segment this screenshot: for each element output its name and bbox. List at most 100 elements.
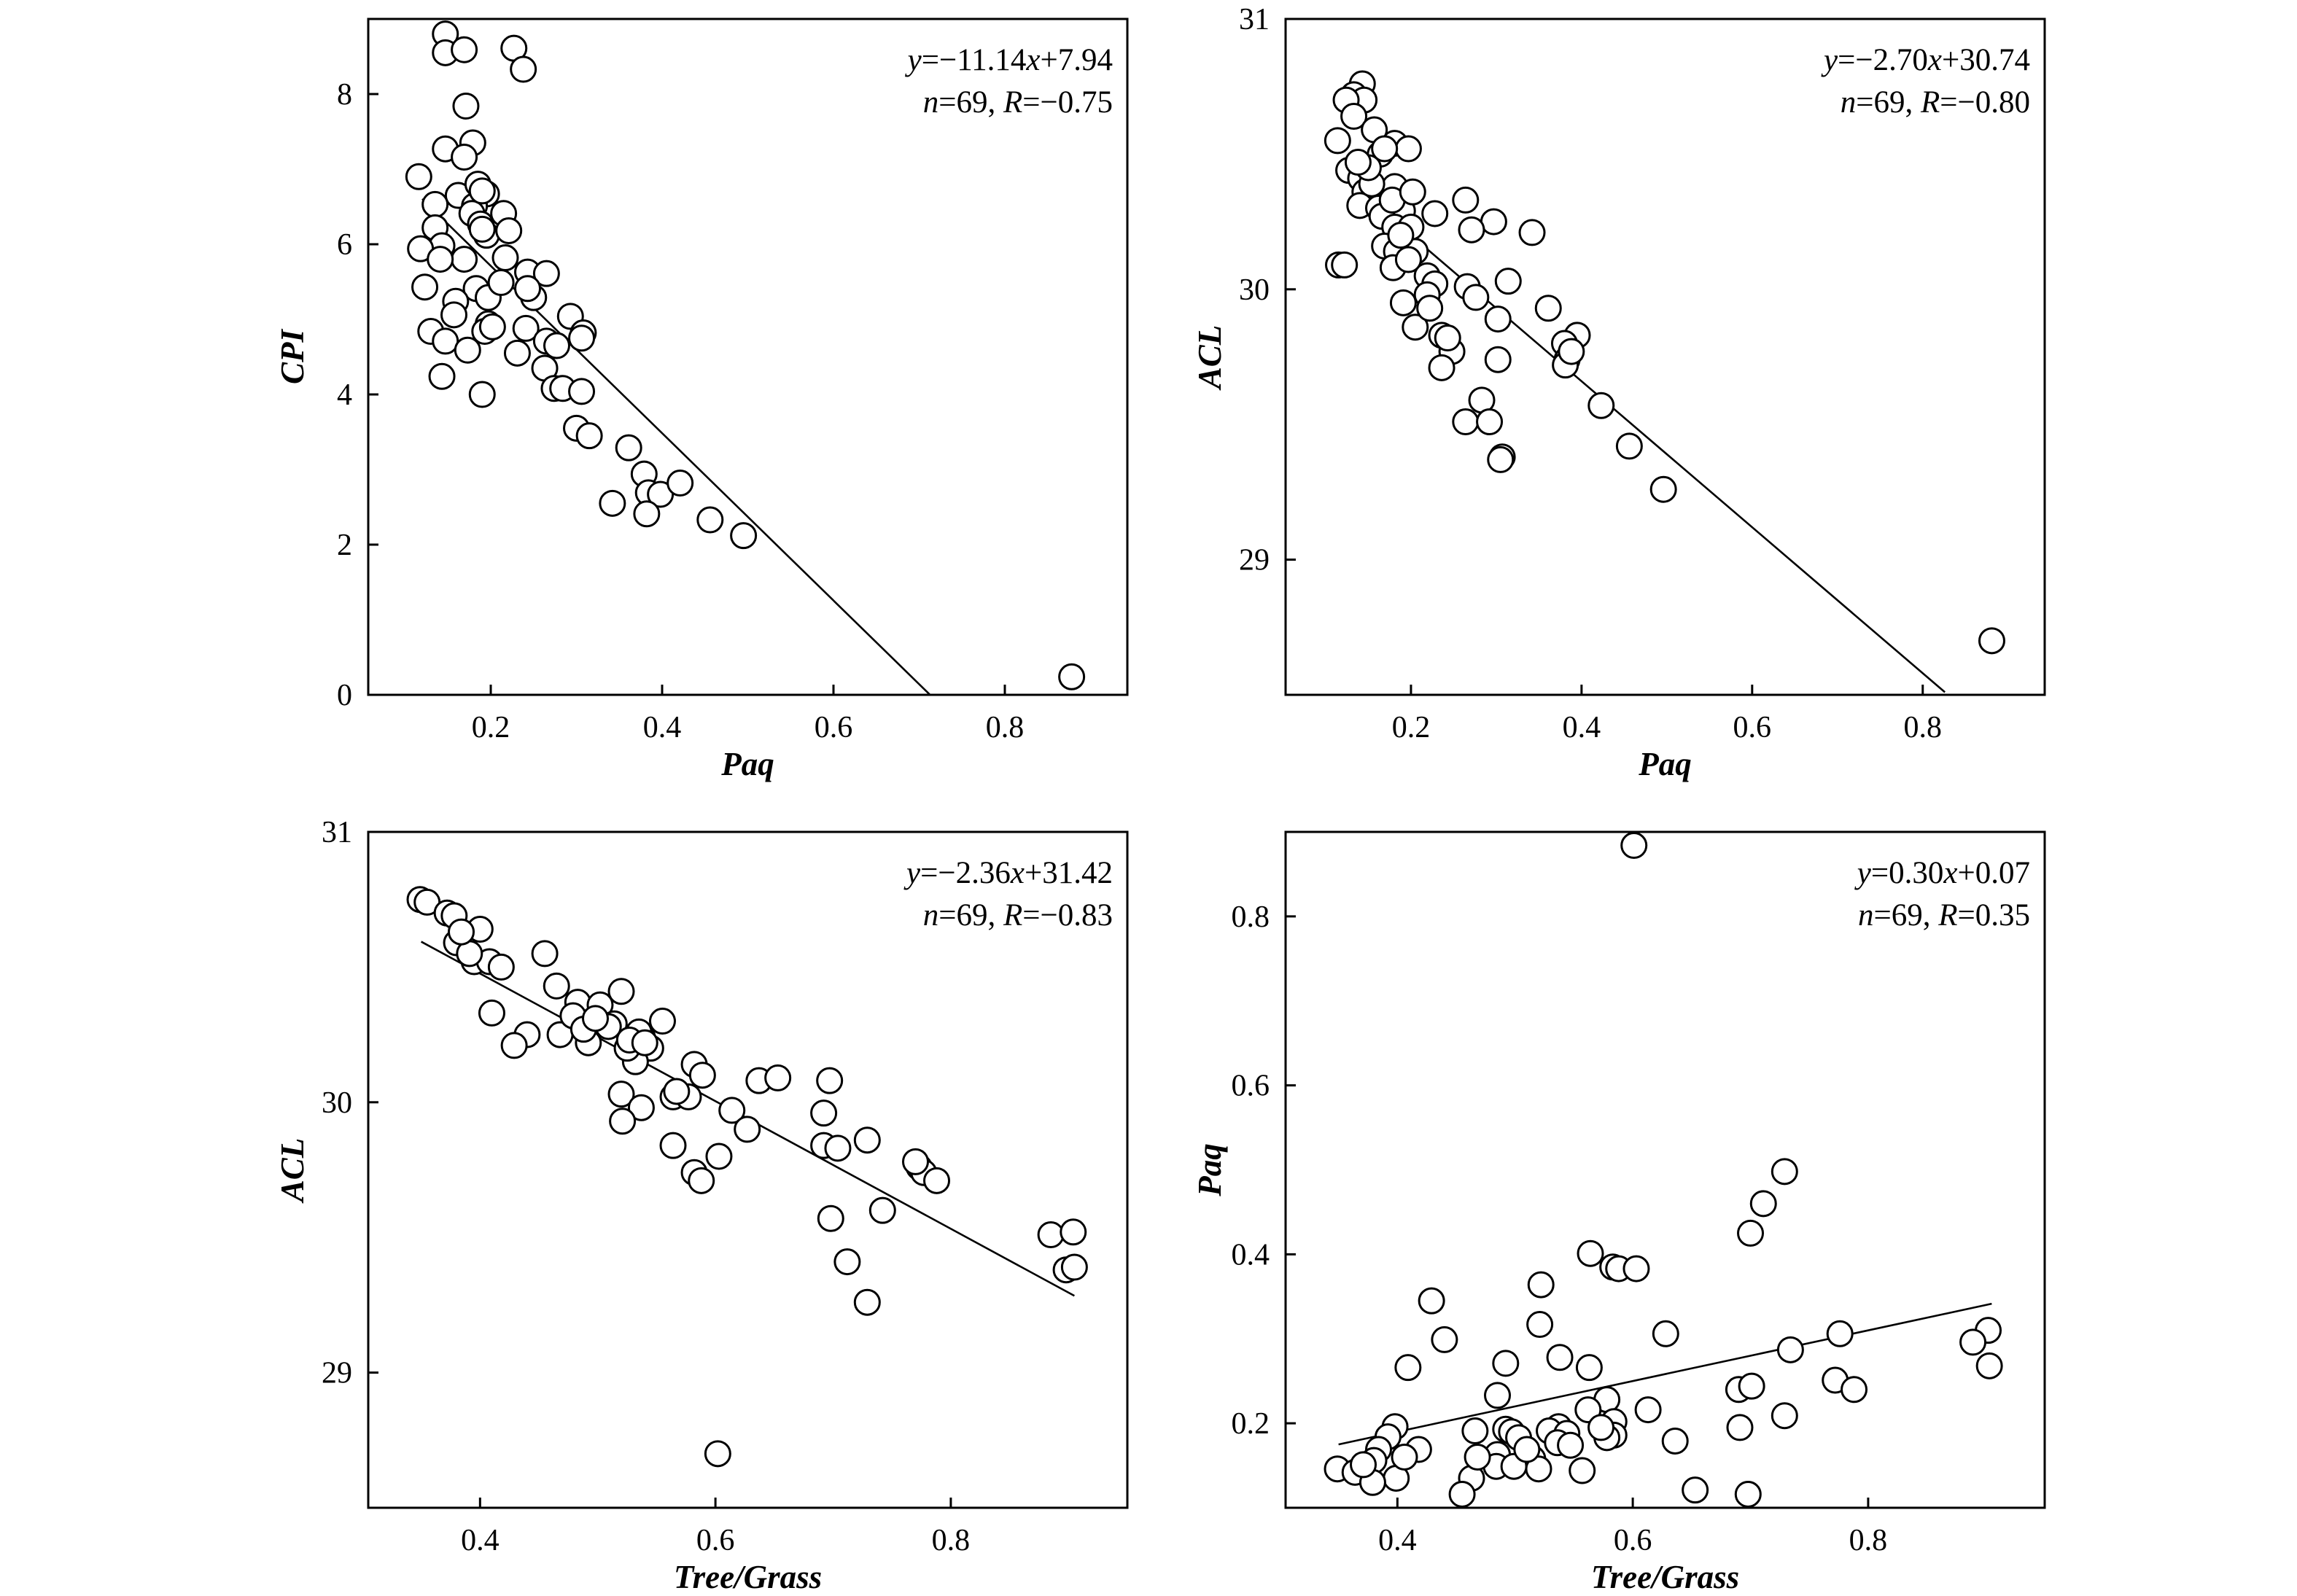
data-point xyxy=(1487,445,1515,473)
data-point xyxy=(810,1099,838,1127)
data-point xyxy=(1518,219,1546,246)
data-point xyxy=(1394,135,1422,163)
data-point xyxy=(468,177,496,205)
data-point xyxy=(663,1078,691,1105)
data-point xyxy=(704,1440,731,1468)
x-axis-label: Paq xyxy=(1638,746,1692,782)
data-point xyxy=(853,1288,881,1316)
x-tick-label: 0.6 xyxy=(1614,1524,1652,1557)
data-point xyxy=(1394,1354,1422,1382)
data-point xyxy=(1776,1336,1804,1363)
y-axis-label: Paq xyxy=(1192,1143,1228,1197)
data-point xyxy=(1492,1350,1520,1377)
x-tick-label: 0.4 xyxy=(643,711,682,744)
x-tick-label: 0.4 xyxy=(461,1524,500,1557)
data-point xyxy=(500,1032,528,1059)
data-point xyxy=(1575,1354,1603,1382)
data-point xyxy=(1399,178,1426,206)
data-point xyxy=(1340,102,1368,130)
data-point xyxy=(1738,1372,1765,1400)
panel-paq-vs-tree-grass: 0.4 0.6 0.8 0.2 0.4 0.6 0.8 y=0.30x+0.07 n=69, R… xyxy=(1192,830,2046,1595)
data-point xyxy=(648,1008,676,1035)
plot-frame xyxy=(367,17,1129,696)
data-point xyxy=(1620,832,1648,860)
data-point xyxy=(1661,1427,1689,1455)
data-point xyxy=(1734,1480,1762,1508)
panel-acl-vs-tree-grass: 0.4 0.6 0.8 29 30 31 y=−2.36x+31.42 n=69, R=−0.… xyxy=(274,816,1129,1595)
data-point xyxy=(1060,1253,1088,1281)
y-axis-label: ACL xyxy=(274,1138,311,1204)
data-point xyxy=(440,301,467,329)
x-tick-label: 0.2 xyxy=(1392,711,1431,744)
data-point xyxy=(1452,186,1480,214)
data-point xyxy=(1569,1457,1596,1484)
data-point xyxy=(1484,305,1512,333)
y-tick-label: 30 xyxy=(322,1086,352,1120)
data-point xyxy=(568,378,596,405)
x-tick-label: 0.6 xyxy=(815,711,853,744)
data-point xyxy=(454,336,481,364)
data-point xyxy=(468,381,496,408)
data-point xyxy=(1959,1328,1987,1356)
data-point xyxy=(1428,354,1455,381)
data-point xyxy=(1534,295,1562,322)
data-point xyxy=(451,144,478,171)
regression-stats: n=69, R=−0.83 xyxy=(923,898,1113,933)
y-tick-label: 0.6 xyxy=(1232,1070,1270,1103)
data-point xyxy=(1476,408,1504,435)
data-point xyxy=(487,269,515,297)
data-point xyxy=(1587,1414,1615,1441)
data-point xyxy=(478,313,506,340)
data-point xyxy=(427,246,454,273)
y-tick-label: 0.2 xyxy=(1232,1407,1270,1441)
regression-equation: y=0.30x+0.07 xyxy=(1854,856,2030,890)
data-point xyxy=(448,918,475,946)
x-axis-label: Tree/Grass xyxy=(1591,1559,1739,1595)
data-point xyxy=(1484,346,1512,373)
data-point xyxy=(1324,127,1351,155)
data-point xyxy=(1037,1221,1065,1248)
y-tick-label: 29 xyxy=(1239,544,1270,577)
regression-stats: n=69, R=0.35 xyxy=(1858,898,2030,933)
data-point xyxy=(1394,246,1422,273)
plot-frame xyxy=(1284,17,2046,696)
data-point xyxy=(1546,1344,1574,1371)
data-point xyxy=(817,1204,844,1232)
data-point xyxy=(1615,432,1643,460)
data-point xyxy=(514,275,542,303)
data-point xyxy=(1344,149,1372,176)
data-point xyxy=(1421,200,1449,227)
data-point xyxy=(543,332,570,359)
regression-equation: y=−11.14x+7.94 xyxy=(905,43,1113,77)
y-axis-label: ACL xyxy=(1192,325,1228,392)
data-point xyxy=(1771,1158,1798,1186)
data-point xyxy=(1350,1451,1377,1479)
data-point xyxy=(581,1005,609,1032)
data-point xyxy=(1060,1218,1087,1246)
x-tick-label: 0.4 xyxy=(1378,1524,1417,1557)
x-tick-label: 0.4 xyxy=(1563,711,1601,744)
y-tick-label: 31 xyxy=(322,816,352,849)
data-point xyxy=(696,506,724,534)
data-point xyxy=(1682,1476,1709,1504)
data-point xyxy=(688,1167,715,1194)
data-point xyxy=(543,972,570,1000)
data-point xyxy=(631,1029,658,1056)
data-point xyxy=(451,36,478,63)
plot-frame xyxy=(367,830,1129,1509)
data-point xyxy=(1587,392,1615,419)
regression-equation: y=−2.36x+31.42 xyxy=(903,856,1113,890)
data-point xyxy=(421,190,449,218)
data-point xyxy=(1558,338,1585,365)
data-point xyxy=(1462,284,1490,311)
data-point xyxy=(1841,1376,1868,1404)
regression-equation: y=−2.70x+30.74 xyxy=(1821,43,2030,77)
data-point xyxy=(1058,663,1086,690)
data-point xyxy=(531,940,559,968)
data-point xyxy=(428,362,456,390)
data-point xyxy=(1331,251,1359,279)
data-point xyxy=(1826,1320,1854,1347)
data-point xyxy=(705,1142,733,1170)
data-point xyxy=(1461,1417,1489,1445)
data-point xyxy=(468,215,496,243)
